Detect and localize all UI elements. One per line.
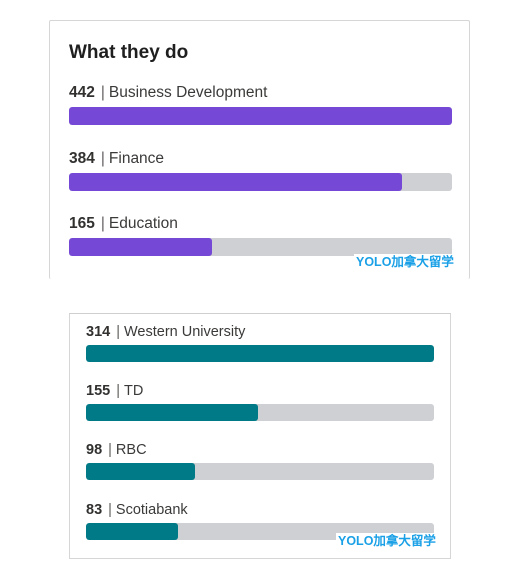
employers-card: 314 | Western University 155 | TD 98 | RBC 83 |…	[69, 313, 451, 559]
bar-track	[69, 107, 452, 125]
watermark-text: YOLO加拿大留学	[354, 254, 456, 270]
bar-track	[86, 345, 434, 362]
row-count: 442	[69, 84, 95, 101]
role-row-finance[interactable]: 384 | Finance	[69, 150, 452, 191]
row-name: Finance	[108, 150, 165, 167]
row-count: 314	[86, 324, 111, 340]
bar-fill	[86, 463, 195, 480]
row-count: 98	[86, 442, 103, 458]
bar-fill	[69, 173, 402, 191]
row-count: 83	[86, 502, 103, 518]
row-count: 155	[86, 383, 111, 399]
what-they-do-card: What they do 442 | Business Development 38…	[49, 20, 470, 279]
bar-track	[86, 463, 434, 480]
row-label: 98 | RBC	[86, 441, 434, 459]
bar-fill	[86, 404, 258, 421]
bar-track	[86, 404, 434, 421]
bar-fill	[69, 238, 212, 256]
watermark-text: YOLO加拿大留学	[336, 533, 438, 549]
row-name: RBC	[115, 442, 147, 458]
separator: |	[108, 502, 112, 518]
row-label: 442 | Business Development	[69, 84, 452, 102]
bar-track	[69, 238, 452, 256]
separator: |	[108, 442, 112, 458]
employer-row-td[interactable]: 155 | TD	[86, 382, 434, 421]
row-label: 165 | Education	[69, 215, 452, 233]
row-count: 384	[69, 150, 95, 167]
bar-fill	[69, 107, 452, 125]
row-label: 83 | Scotiabank	[86, 501, 434, 519]
row-name: Business Development	[108, 84, 268, 101]
row-label: 314 | Western University	[86, 323, 434, 341]
row-name: Scotiabank	[115, 502, 188, 518]
employer-row-scotiabank[interactable]: 83 | Scotiabank	[86, 501, 434, 540]
role-row-business-development[interactable]: 442 | Business Development	[69, 84, 452, 125]
employer-row-rbc[interactable]: 98 | RBC	[86, 441, 434, 480]
row-count: 165	[69, 215, 95, 232]
bar-track	[69, 173, 452, 191]
row-name: Education	[108, 215, 178, 232]
separator: |	[100, 215, 105, 232]
separator: |	[100, 84, 105, 101]
employer-row-western-university[interactable]: 314 | Western University	[86, 323, 434, 362]
separator: |	[100, 150, 105, 167]
row-name: TD	[123, 383, 144, 399]
row-label: 155 | TD	[86, 382, 434, 400]
bar-fill	[86, 523, 178, 540]
separator: |	[116, 383, 120, 399]
separator: |	[116, 324, 120, 340]
role-row-education[interactable]: 165 | Education	[69, 215, 452, 256]
row-label: 384 | Finance	[69, 150, 452, 168]
row-name: Western University	[123, 324, 246, 340]
bar-fill	[86, 345, 434, 362]
card-title: What they do	[69, 42, 189, 63]
